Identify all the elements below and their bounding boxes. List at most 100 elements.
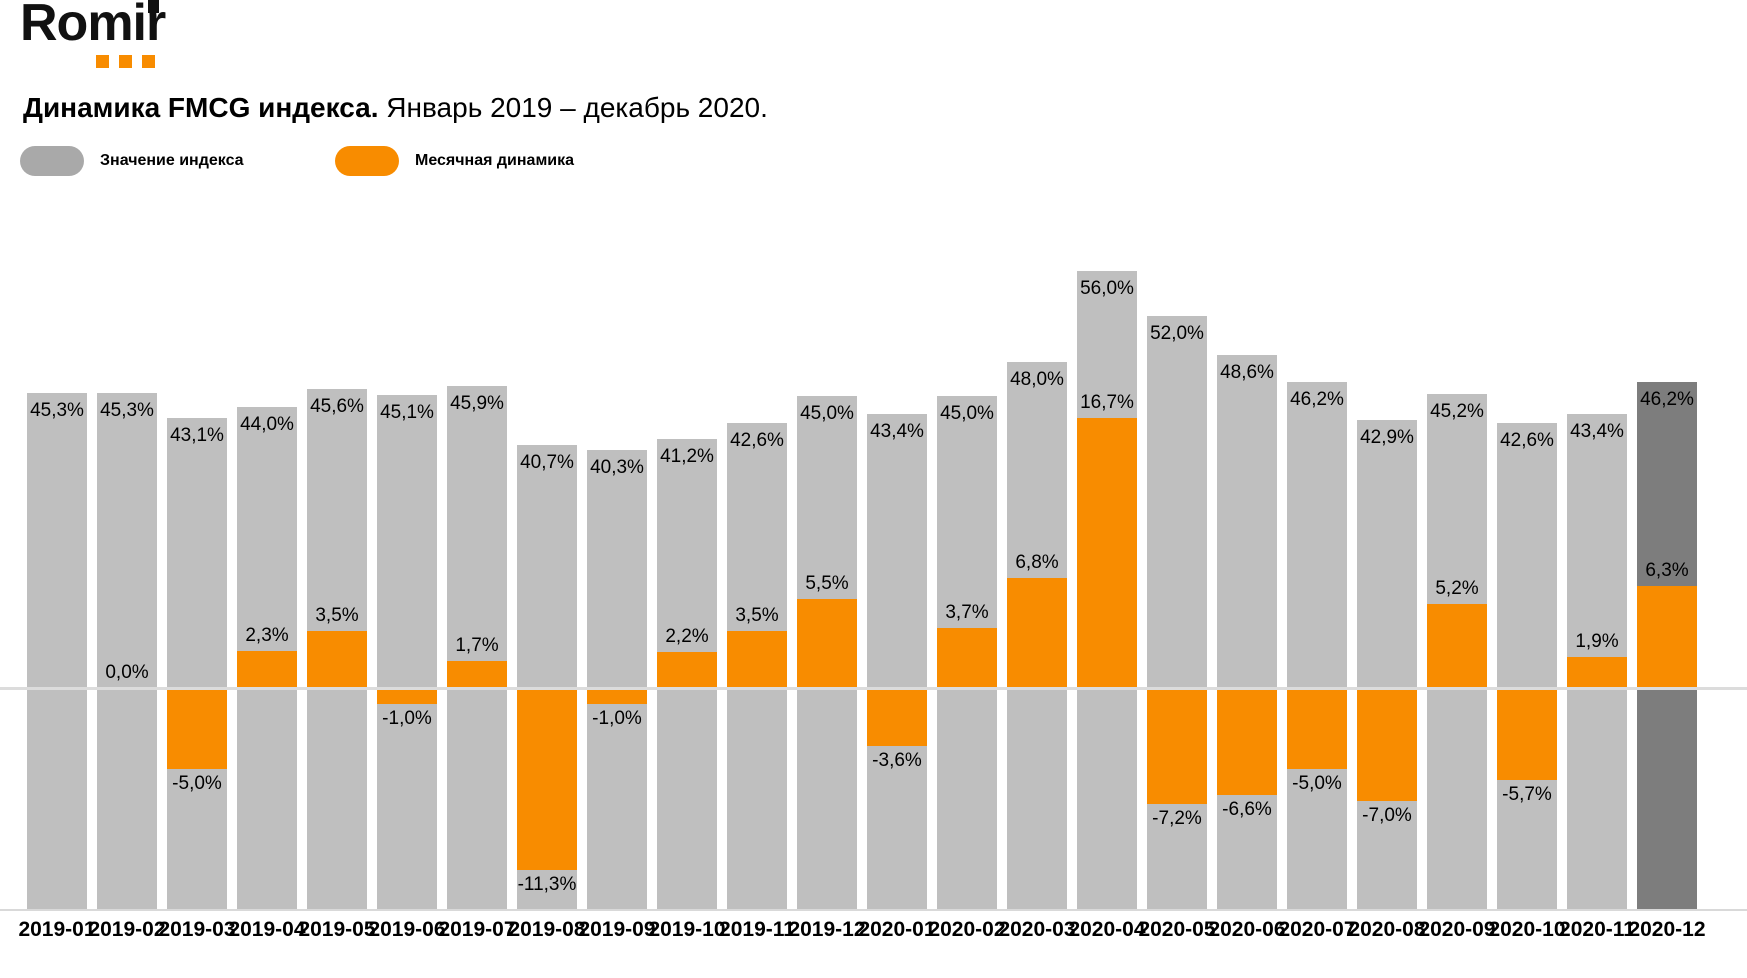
dynamics-bar	[937, 628, 997, 688]
bar-group: 45,3% 0,0% 2019-02	[88, 0, 166, 978]
legend-label: Месячная динамика	[415, 152, 575, 169]
x-axis-label: 2019-11	[719, 918, 795, 941]
bar-group: 46,2% 6,3% 2020-12	[1628, 0, 1706, 978]
dynamics-bar	[1287, 688, 1347, 769]
dynamics-bar	[657, 652, 717, 688]
x-axis-label: 2019-08	[508, 918, 586, 941]
x-axis-label: 2019-05	[298, 918, 376, 941]
index-bar	[1287, 382, 1347, 911]
dynamics-value-label: -5,7%	[1502, 784, 1552, 805]
dynamics-bar	[727, 631, 787, 688]
dynamics-value-label: -3,6%	[872, 750, 922, 771]
index-value-label: 42,9%	[1360, 427, 1414, 448]
logo-square-icon	[142, 55, 155, 68]
x-axis-label: 2019-09	[578, 918, 656, 941]
index-bar	[97, 393, 157, 911]
index-value-label: 43,4%	[870, 421, 924, 442]
bar-group: 48,6% -6,6% 2020-06	[1208, 0, 1286, 978]
bar-group: 44,0% 2,3% 2019-04	[228, 0, 306, 978]
x-axis-label: 2020-08	[1348, 918, 1426, 941]
bar-group: 42,6% 3,5% 2019-11	[719, 0, 795, 978]
dynamics-bar	[1217, 688, 1277, 795]
index-bar	[587, 450, 647, 911]
legend-item-dynamics: Месячная динамика	[335, 146, 574, 176]
index-bar	[1217, 355, 1277, 911]
x-axis-label: 2020-11	[1559, 918, 1635, 941]
bar-group: 41,2% 2,2% 2019-10	[648, 0, 726, 978]
dynamics-value-label: -5,0%	[1292, 773, 1342, 794]
legend-label: Значение индекса	[100, 152, 244, 169]
bar-group: 56,0% 16,7% 2020-04	[1068, 0, 1146, 978]
x-axis-label: 2020-01	[858, 918, 936, 941]
bar-group: 45,2% 5,2% 2020-09	[1418, 0, 1496, 978]
index-bar	[867, 414, 927, 911]
index-value-label: 48,6%	[1220, 362, 1274, 383]
dynamics-value-label: 2,2%	[665, 626, 709, 647]
index-bar	[1497, 423, 1557, 911]
dynamics-value-label: 3,7%	[945, 602, 989, 623]
dynamics-bar	[1497, 688, 1557, 780]
bar-group: 42,9% -7,0% 2020-08	[1348, 0, 1426, 978]
x-axis-label: 2020-06	[1208, 918, 1286, 941]
bar-group: 45,9% 1,7% 2019-07	[438, 0, 516, 978]
dynamics-bar	[797, 599, 857, 688]
index-bar	[167, 418, 227, 911]
index-value-label: 40,7%	[520, 452, 574, 473]
index-value-label: 45,2%	[1430, 401, 1484, 422]
dynamics-value-label: 3,5%	[315, 605, 359, 626]
index-value-label: 45,6%	[310, 396, 364, 417]
dynamics-value-label: 6,8%	[1015, 552, 1059, 573]
dynamics-bar	[377, 688, 437, 704]
dynamics-bar	[1427, 604, 1487, 688]
dynamics-bar	[307, 631, 367, 688]
legend-item-index: Значение индекса	[20, 146, 244, 176]
dynamics-bar	[867, 688, 927, 746]
title-period: Январь 2019 – декабрь 2020.	[378, 92, 768, 123]
x-axis-label: 2019-07	[438, 918, 516, 941]
index-value-label: 42,6%	[730, 430, 784, 451]
bar-group: 46,2% -5,0% 2020-07	[1278, 0, 1356, 978]
dynamics-value-label: 5,5%	[805, 573, 849, 594]
index-value-label: 46,2%	[1290, 389, 1344, 410]
bar-group: 45,3% 2019-01	[18, 0, 96, 978]
baseline	[0, 909, 1747, 911]
dynamics-bar	[587, 688, 647, 704]
x-axis-label: 2020-07	[1278, 918, 1356, 941]
index-bar	[1357, 420, 1417, 911]
bar-group: 45,0% 3,7% 2020-02	[928, 0, 1006, 978]
index-bar	[27, 393, 87, 911]
dynamics-value-label: -1,0%	[382, 708, 432, 729]
dynamics-value-label: -6,6%	[1222, 799, 1272, 820]
dynamics-bar	[447, 661, 507, 688]
dynamics-bar	[1007, 578, 1067, 688]
dynamics-bar	[237, 651, 297, 688]
index-value-label: 41,2%	[660, 446, 714, 467]
index-value-label: 40,3%	[590, 457, 644, 478]
dynamics-value-label: -7,2%	[1152, 808, 1202, 829]
dynamics-value-label: 3,5%	[735, 605, 779, 626]
dynamics-value-label: 1,7%	[455, 635, 499, 656]
index-bar	[447, 386, 507, 911]
x-axis-label: 2020-02	[928, 918, 1006, 941]
dynamics-value-label: -7,0%	[1362, 805, 1412, 826]
title-main: Динамика FMCG индекса.	[23, 92, 379, 123]
index-value-label: 45,9%	[450, 393, 504, 414]
dynamics-bar	[1567, 657, 1627, 688]
index-value-label: 42,6%	[1500, 430, 1554, 451]
logo-text: Romir	[20, 0, 166, 52]
x-axis-label: 2020-04	[1068, 918, 1146, 941]
index-value-label: 45,3%	[30, 400, 84, 421]
dynamics-value-label: 6,3%	[1645, 560, 1689, 581]
bar-group: 45,1% -1,0% 2019-06	[368, 0, 446, 978]
dynamics-bar	[517, 688, 577, 870]
index-value-label: 52,0%	[1150, 323, 1204, 344]
dynamics-bar	[1077, 418, 1137, 688]
x-axis-label: 2019-03	[158, 918, 236, 941]
dynamics-value-label: -5,0%	[172, 773, 222, 794]
x-axis-label: 2019-12	[788, 918, 866, 941]
dynamics-value-label: 0,0%	[105, 662, 149, 683]
index-bar	[1147, 316, 1207, 911]
x-axis-label: 2020-05	[1138, 918, 1216, 941]
